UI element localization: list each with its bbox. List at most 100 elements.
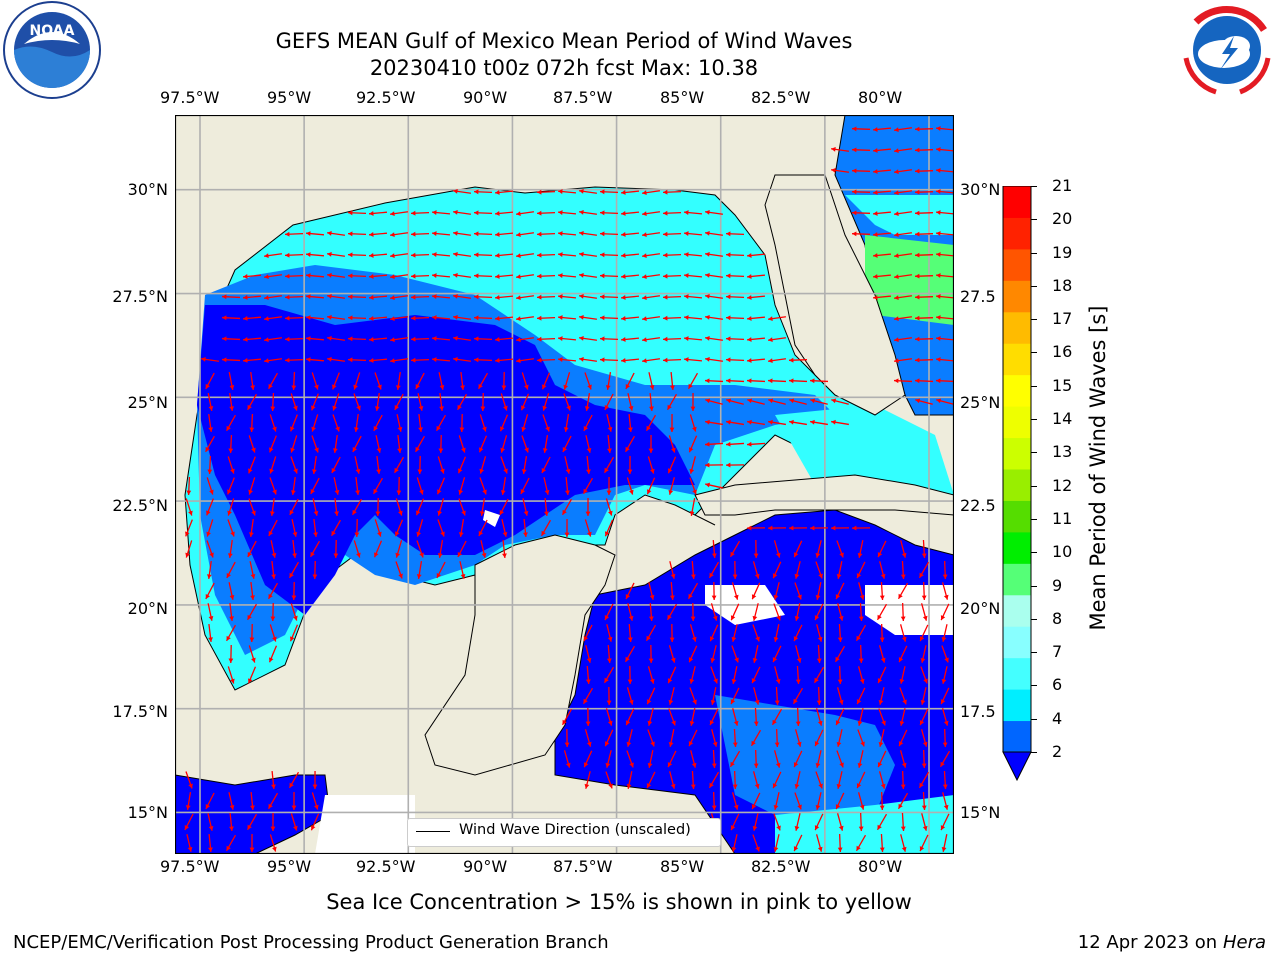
wind-arrow-head bbox=[248, 468, 253, 474]
wind-arrow-head bbox=[415, 383, 420, 389]
wind-arrow-head bbox=[836, 783, 842, 789]
wind-arrow-head bbox=[264, 295, 269, 301]
lat-labels-left: 30°N 27.5°N 25°N 22.5°N 20°N 17.5°N 15°N bbox=[100, 0, 172, 960]
wind-arrow-head bbox=[877, 614, 882, 620]
wind-arrow-head bbox=[521, 426, 527, 432]
wind-arrow-head bbox=[915, 336, 920, 342]
wind-arrow-head bbox=[621, 232, 626, 237]
wind-arrow-head bbox=[647, 763, 653, 768]
wind-arrow-head bbox=[230, 531, 235, 537]
wind-arrow-head bbox=[479, 511, 485, 516]
wind-arrow-head bbox=[495, 337, 500, 342]
wind-arrow-head bbox=[753, 721, 759, 726]
wind-arrow-head bbox=[306, 231, 311, 236]
wind-arrow-head bbox=[684, 336, 689, 341]
colorbar-tick-label: 21 bbox=[1052, 176, 1073, 195]
wind-arrow-head bbox=[669, 595, 675, 600]
wind-arrow-head bbox=[478, 531, 484, 537]
colorbar-segment bbox=[1003, 626, 1031, 659]
wind-arrow-head bbox=[837, 679, 843, 684]
wind-arrow-head bbox=[222, 294, 227, 300]
colorbar-tick-mark bbox=[1031, 685, 1037, 687]
wind-arrow-head bbox=[691, 636, 697, 642]
wind-arrow-head bbox=[558, 357, 563, 362]
wind-arrow-head bbox=[915, 210, 920, 216]
wind-arrow-head bbox=[419, 552, 424, 558]
colorbar-tick-label: 16 bbox=[1052, 342, 1073, 362]
wind-arrow-head bbox=[836, 574, 842, 579]
wind-arrow-head bbox=[705, 398, 711, 404]
wind-arrow-head bbox=[915, 315, 920, 321]
wind-arrow-head bbox=[731, 679, 737, 684]
wind-arrow-head bbox=[936, 315, 941, 320]
wind-arrow-head bbox=[440, 531, 445, 537]
wind-arrow-head bbox=[815, 552, 821, 558]
lat-labels-right: 30°N 27.5 25°N 22.5 20°N 17.5 15°N bbox=[960, 0, 1006, 960]
wind-arrow-head bbox=[646, 635, 651, 641]
wind-arrow-head bbox=[936, 378, 941, 384]
wind-arrow-head bbox=[453, 230, 458, 236]
wind-arrow-head bbox=[586, 741, 592, 747]
wind-arrow-head bbox=[369, 358, 374, 363]
wind-arrow-head bbox=[558, 336, 563, 341]
lat-label: 30°N bbox=[127, 180, 168, 199]
wind-arrow-head bbox=[649, 594, 655, 600]
wind-arrow-head bbox=[459, 427, 465, 432]
wind-arrow-head bbox=[306, 294, 311, 299]
wind-arrow-head bbox=[332, 448, 338, 453]
wind-arrow-head bbox=[753, 763, 759, 768]
wind-arrow-head bbox=[691, 762, 697, 768]
wind-arrow-head bbox=[544, 489, 550, 495]
wind-arrow-head bbox=[901, 636, 907, 642]
wind-arrow-head bbox=[230, 678, 235, 684]
wind-arrow-head bbox=[482, 426, 487, 432]
colorbar-segment bbox=[1003, 657, 1031, 690]
wind-arrow-head bbox=[768, 398, 774, 404]
wind-arrow-head bbox=[369, 337, 374, 342]
colorbar-segment bbox=[1003, 500, 1031, 533]
wind-arrow-head bbox=[793, 552, 799, 558]
wind-arrow-head bbox=[649, 678, 655, 684]
wind-arrow-head bbox=[356, 552, 361, 558]
lat-label: 17.5°N bbox=[112, 702, 168, 721]
wind-arrow-head bbox=[936, 336, 941, 341]
wind-arrow-head bbox=[600, 252, 605, 258]
wind-arrow-head bbox=[668, 742, 674, 747]
wind-arrow-head bbox=[524, 447, 529, 453]
wind-arrow-head bbox=[562, 509, 567, 515]
wind-arrow-head bbox=[789, 419, 794, 425]
wind-arrow-head bbox=[793, 636, 799, 642]
wind-arrow-head bbox=[293, 405, 298, 411]
wind-arrow-head bbox=[921, 763, 927, 768]
lon-labels-top: 97.5°W 95°W 92.5°W 90°W 87.5°W 85°W 82.5… bbox=[0, 88, 1280, 110]
wind-arrow-head bbox=[747, 378, 752, 384]
wind-arrow-head bbox=[873, 127, 878, 132]
wind-arrow-head bbox=[751, 678, 757, 684]
wind-arrow-head bbox=[713, 678, 718, 684]
wind-arrow-head bbox=[478, 383, 483, 389]
wind-arrow-head bbox=[726, 357, 731, 363]
colorbar-tick-label: 11 bbox=[1052, 508, 1073, 528]
wind-arrow-head bbox=[226, 572, 231, 578]
wind-arrow-head bbox=[814, 615, 820, 621]
wind-arrow-head bbox=[628, 405, 634, 411]
wind-arrow-head bbox=[437, 510, 443, 516]
wind-arrow-head bbox=[432, 336, 437, 341]
wind-arrow-head bbox=[900, 574, 906, 579]
wind-arrow-head bbox=[607, 426, 613, 432]
wind-arrow-head bbox=[355, 469, 361, 474]
wind-arrow-head bbox=[733, 804, 739, 810]
wind-arrow-head bbox=[794, 616, 800, 621]
wind-arrow-head bbox=[711, 595, 717, 600]
wind-arrow-head bbox=[208, 406, 214, 411]
wind-arrow-head bbox=[293, 615, 298, 621]
lon-label: 95°W bbox=[267, 857, 312, 876]
wind-arrow-head bbox=[752, 615, 758, 621]
wind-arrow-head bbox=[333, 553, 339, 558]
wind-arrow-head bbox=[894, 190, 899, 195]
wind-arrow-head bbox=[621, 211, 626, 216]
wind-arrow-head bbox=[852, 210, 857, 216]
wind-arrow-head bbox=[607, 720, 613, 726]
wind-arrow-head bbox=[417, 469, 423, 474]
wind-arrow-head bbox=[474, 252, 479, 258]
